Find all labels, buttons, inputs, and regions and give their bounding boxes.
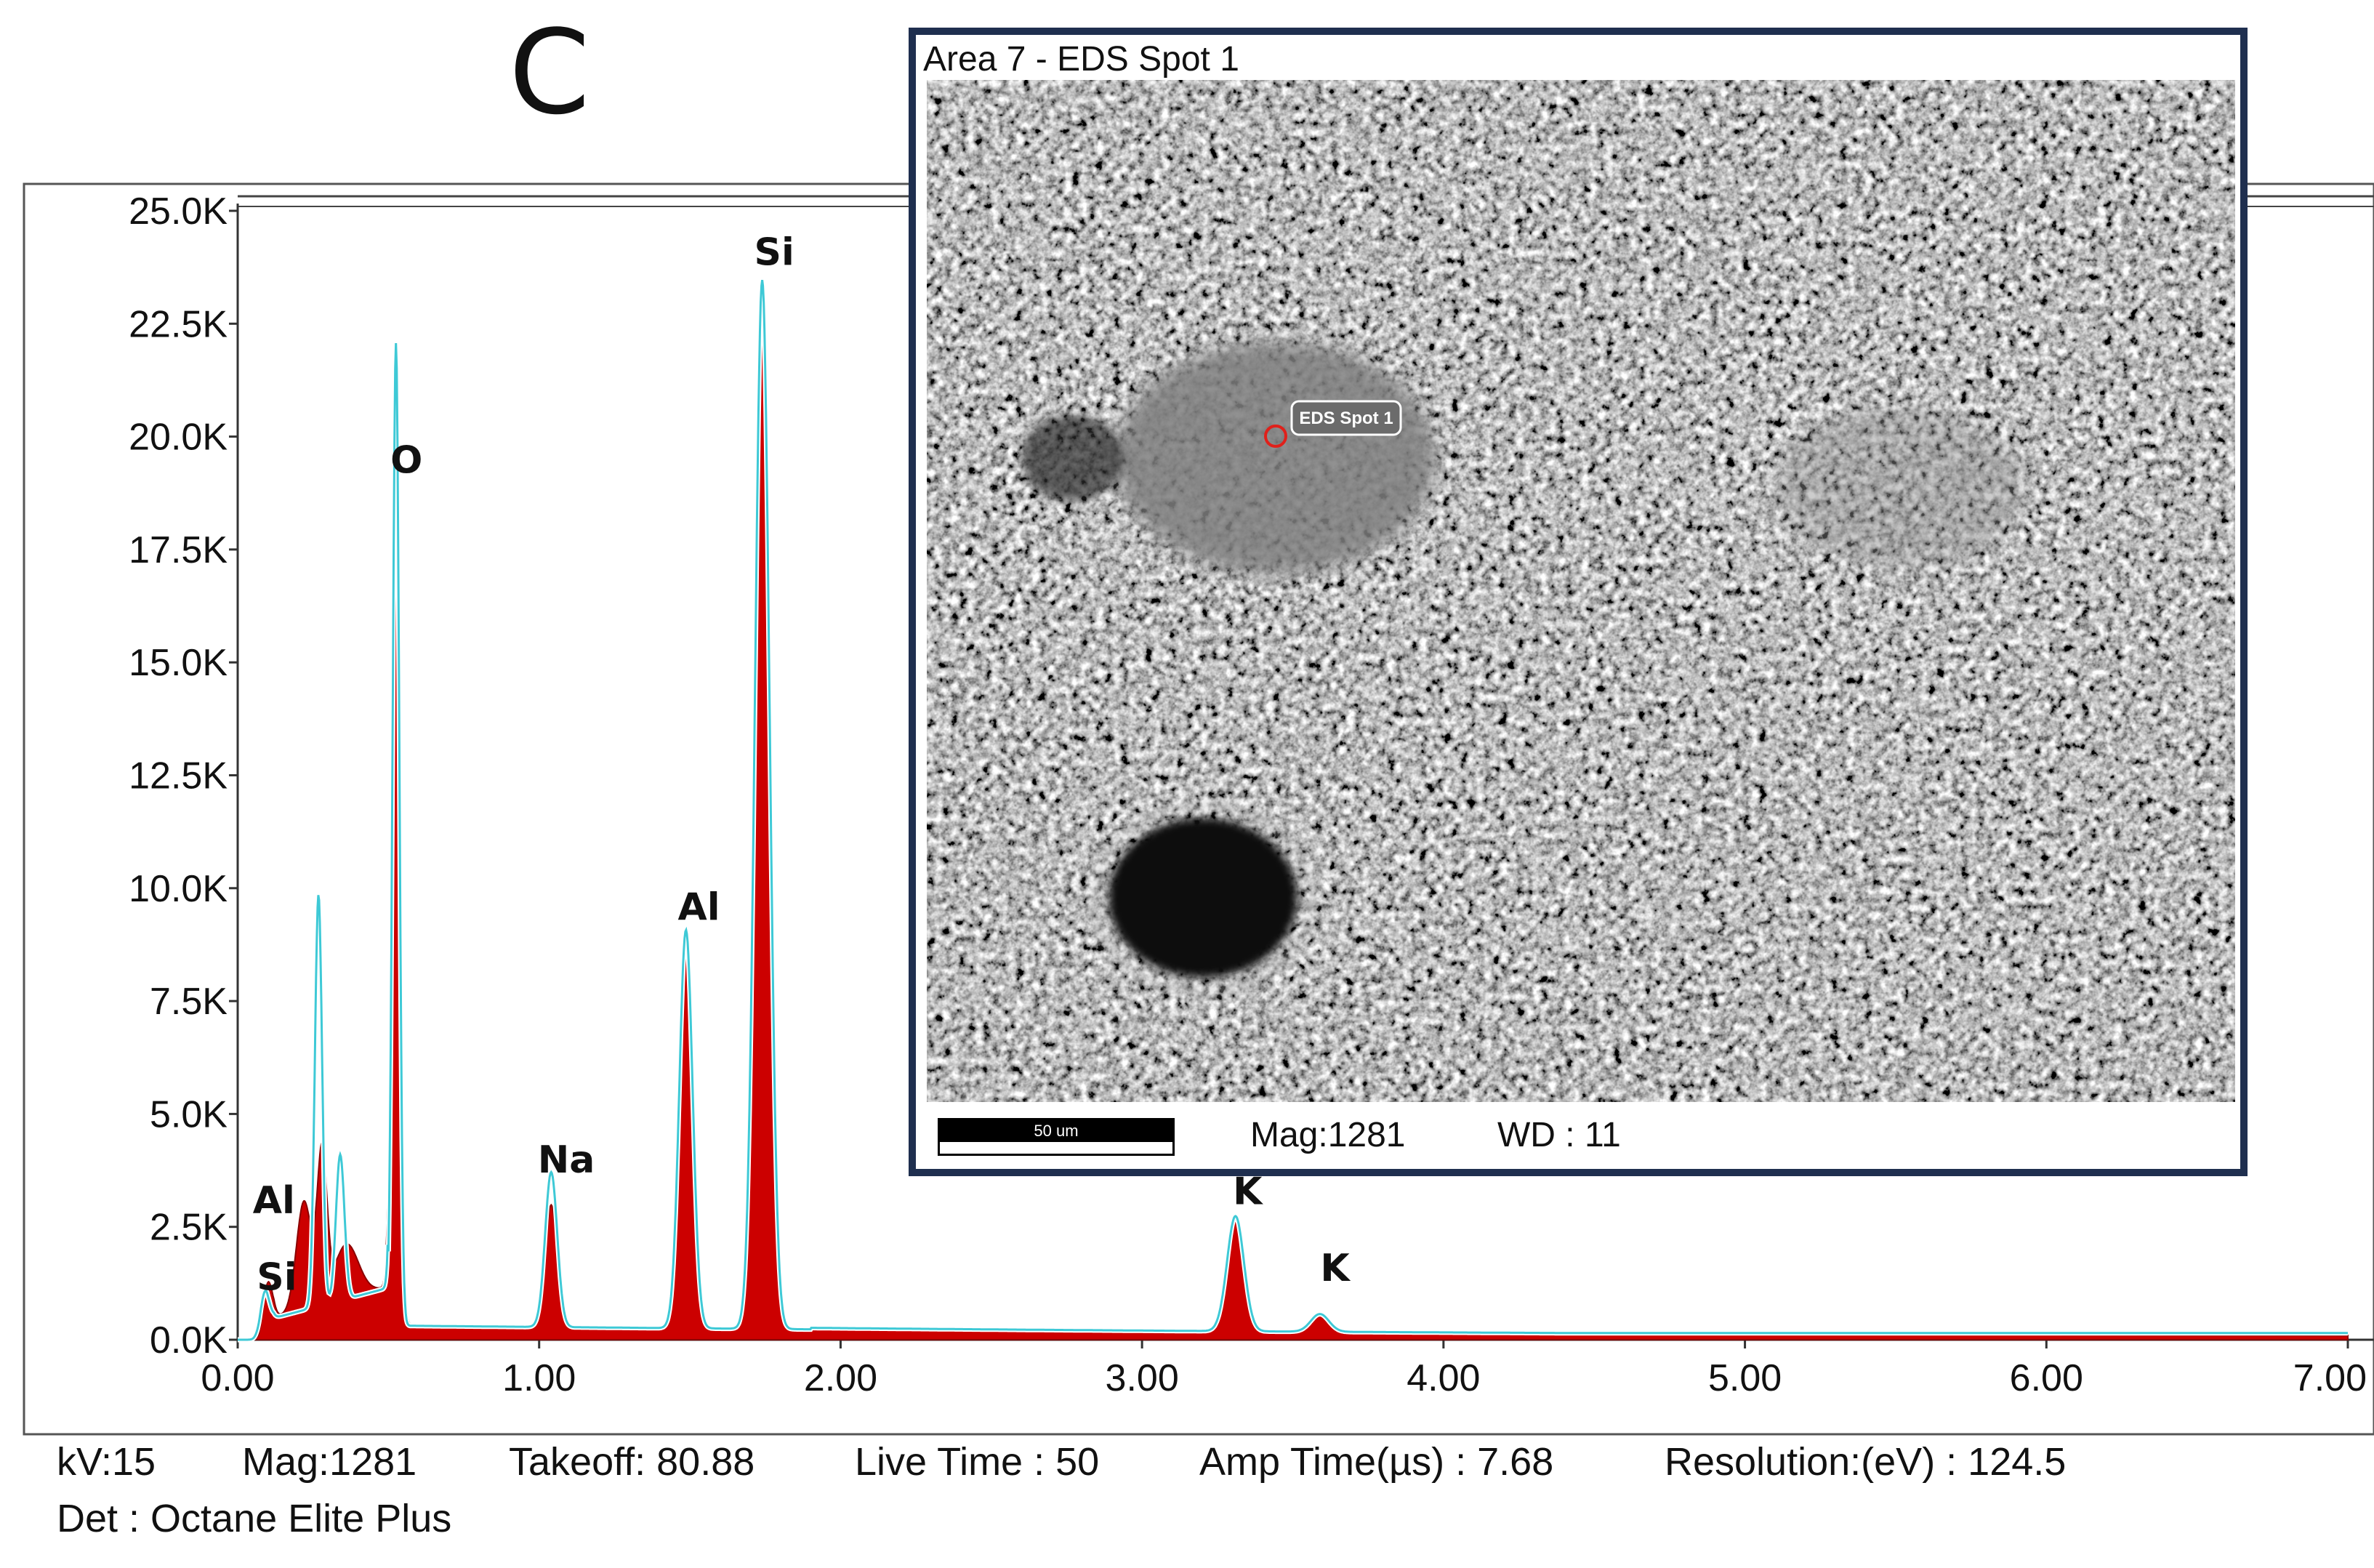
y-tick-label: 2.5K xyxy=(150,1207,228,1249)
peak-label: O xyxy=(390,438,422,482)
sem-micrograph: EDS Spot 1 xyxy=(927,80,2235,1102)
inset-working-distance: WD : 11 xyxy=(1497,1116,1621,1154)
dark-pore xyxy=(1108,818,1297,978)
x-tick-label: 3.00 xyxy=(1106,1357,1179,1399)
eds-spot-marker xyxy=(1264,425,1287,448)
spectrum-outline-line xyxy=(238,280,2348,1341)
peak-label: Al xyxy=(677,885,720,929)
peak-labels: Al Si O Na Al Si K K xyxy=(253,231,1351,1300)
y-tick-label: 17.5K xyxy=(129,529,228,571)
x-tick-label: 7.00 xyxy=(2293,1357,2367,1399)
x-axis: 0.00 1.00 2.00 3.00 4.00 5.00 6.00 7.00 xyxy=(201,1338,2374,1399)
x-tick-label: 1.00 xyxy=(502,1357,576,1399)
peak-label: Al xyxy=(253,1179,295,1223)
panel-label: C xyxy=(509,4,590,140)
inset-title: Area 7 - EDS Spot 1 xyxy=(923,40,1239,79)
y-tick-label: 7.5K xyxy=(150,981,228,1023)
peak-label: K xyxy=(1233,1170,1263,1214)
y-tick-label: 12.5K xyxy=(129,755,228,797)
info-resolution: Resolution:(eV) : 124.5 xyxy=(1665,1440,2067,1484)
y-tick-label: 5.0K xyxy=(150,1093,228,1135)
eds-spot-label: EDS Spot 1 xyxy=(1299,409,1393,428)
smooth-grain-region xyxy=(1116,342,1436,574)
x-tick-label: 4.00 xyxy=(1407,1357,1480,1399)
scale-bar-label: 50 um xyxy=(1034,1122,1079,1140)
sem-image-inset: Area 7 - EDS Spot 1 EDS Spot 1 xyxy=(909,28,2248,1176)
y-axis: 0.0K 2.5K 5.0K 7.5K 10.0K 12.5K 15.0K 17.5K 20.0… xyxy=(129,190,239,1362)
spectrum-series xyxy=(238,279,2349,1343)
inset-magnification: Mag:1281 xyxy=(1250,1116,1406,1154)
info-live-time: Live Time : 50 xyxy=(855,1440,1100,1484)
x-tick-label: 5.00 xyxy=(1708,1357,1782,1399)
info-kv: kV:15 xyxy=(57,1440,156,1484)
eds-spot-callout xyxy=(1290,400,1402,436)
info-mag: Mag:1281 xyxy=(242,1440,417,1484)
peak-label: Si xyxy=(755,231,794,275)
info-detector: Det : Octane Elite Plus xyxy=(57,1497,452,1540)
scale-bar-fill xyxy=(940,1120,1172,1142)
y-tick-label: 15.0K xyxy=(129,642,228,684)
scale-bar: 50 um xyxy=(938,1118,1175,1156)
y-tick-label: 20.0K xyxy=(129,417,228,459)
peak-label: Na xyxy=(538,1138,595,1182)
y-tick-label: 10.0K xyxy=(129,868,228,910)
y-tick-label: 22.5K xyxy=(129,303,228,345)
x-tick-label: 2.00 xyxy=(804,1357,877,1399)
y-tick-label: 0.0K xyxy=(150,1319,228,1362)
y-tick-label: 25.0K xyxy=(129,190,228,233)
x-tick-label: 6.00 xyxy=(2010,1357,2083,1399)
x-tick-label: 0.00 xyxy=(201,1357,274,1399)
peak-label: K xyxy=(1320,1247,1351,1290)
peak-label: Si xyxy=(257,1256,297,1300)
info-takeoff: Takeoff: 80.88 xyxy=(509,1440,755,1484)
info-amp-time: Amp Time(µs) : 7.68 xyxy=(1199,1440,1554,1484)
